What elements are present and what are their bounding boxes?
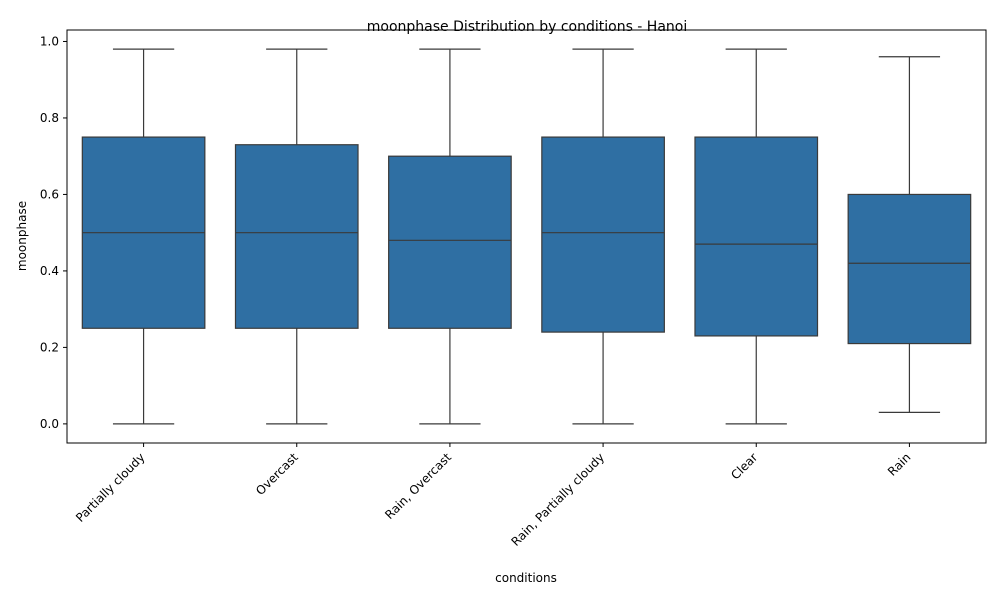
box-group [388,48,512,425]
iqr-box [847,193,972,345]
x-tick-label: Rain, Partially cloudy [509,450,608,549]
x-tick-label: Rain [885,450,914,479]
plot-area-frame [66,29,987,444]
iqr-box [541,136,665,333]
x-tick-label: Rain, Overcast [382,450,454,522]
boxes-layer [81,48,972,425]
x-axis-ticks: Partially cloudy Overcast Rain, Overcast Ra… [73,443,914,549]
box-group [234,48,359,425]
y-tick-label: 1.0 [40,34,59,48]
x-tick-label: Clear [728,450,760,482]
y-axis-title: moonphase [15,201,29,271]
y-tick-label: 0.6 [40,187,59,201]
iqr-box [694,136,819,337]
iqr-box [234,144,359,329]
box-group [541,48,665,425]
box-group [694,48,819,425]
y-tick-label: 0.4 [40,264,59,278]
box-group [81,48,206,425]
y-tick-label: 0.8 [40,111,59,125]
iqr-box [388,155,512,329]
x-tick-label: Partially cloudy [73,450,148,525]
chart-title: moonphase Distribution by conditions - H… [367,19,688,35]
y-axis-ticks: 0.0 0.2 0.4 0.6 0.8 1.0 [40,34,67,431]
x-axis-title: conditions [495,571,557,585]
y-tick-label: 0.0 [40,417,59,431]
box-group [847,56,972,414]
x-tick-label: Overcast [253,450,301,498]
y-tick-label: 0.2 [40,340,59,354]
